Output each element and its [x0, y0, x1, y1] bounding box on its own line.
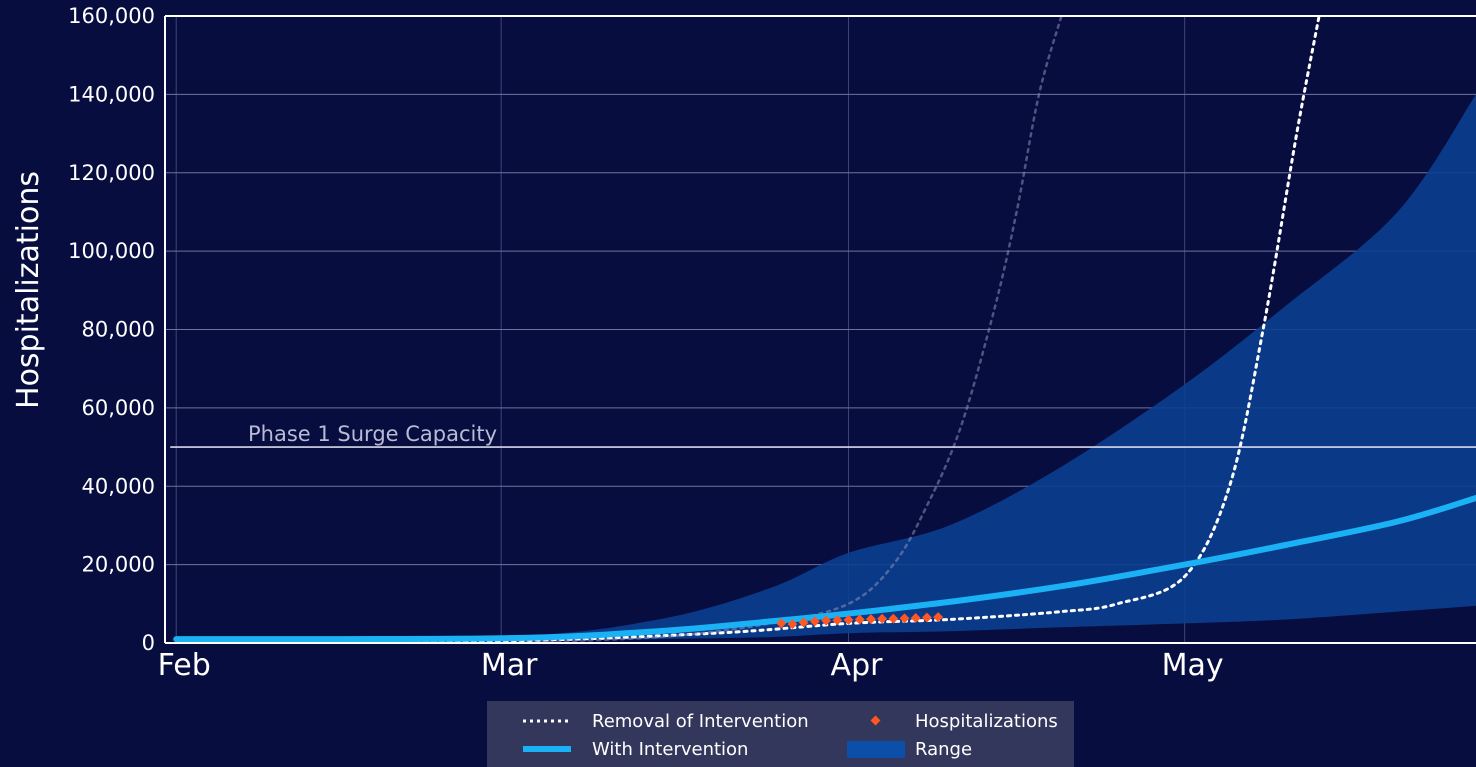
hospitalizations-point: [854, 614, 865, 625]
hospitalizations-point: [843, 614, 854, 625]
y-tick-label: 60,000: [82, 396, 155, 420]
x-tick-label-may: May: [1162, 648, 1224, 683]
legend-symbol-hospitalizations: [870, 715, 881, 726]
y-tick-label: 100,000: [68, 239, 155, 263]
plot-area: [173, 16, 1476, 643]
y-tick-label: 120,000: [68, 161, 155, 185]
series-range-band: [176, 94, 1476, 643]
x-tick-label-feb: Feb: [158, 648, 211, 683]
hospitalizations-point: [910, 612, 921, 623]
hospitalizations-point: [888, 613, 899, 624]
x-tick-label-apr: Apr: [831, 648, 884, 683]
y-tick-label: 0: [142, 631, 155, 655]
hospitalizations-point: [798, 617, 809, 628]
hospitalizations-point: [899, 613, 910, 624]
series-removal-of-intervention: [174, 16, 1321, 643]
y-tick-label: 20,000: [82, 553, 155, 577]
legend-label-with-intervention: With Intervention: [592, 739, 748, 760]
legend-label-range: Range: [915, 739, 972, 760]
x-tick-label-mar: Mar: [481, 648, 538, 683]
hospitalizations-point: [877, 613, 888, 624]
y-tick-label: 140,000: [68, 82, 155, 106]
hospitalizations-point: [865, 614, 876, 625]
legend-label-hospitalizations: Hospitalizations: [915, 711, 1058, 732]
legend-background: [487, 701, 1074, 767]
y-tick-label: 40,000: [82, 474, 155, 498]
y-axis-label: Hospitalizations: [11, 171, 46, 409]
y-tick-label: 160,000: [68, 4, 155, 28]
hospitalizations-point: [933, 612, 944, 623]
hospitalizations-point: [776, 618, 787, 629]
y-tick-label: 80,000: [82, 318, 155, 342]
hospitalizations-point: [832, 615, 843, 626]
hospitalizations-point: [787, 619, 798, 630]
series-faint-dotted-line: [499, 16, 1063, 643]
axes: 0 20,000 40,000 60,000 80,000 100,000 120,000 1…: [68, 4, 1476, 683]
legend: Removal of Intervention Hospitalizations…: [487, 701, 1074, 767]
legend-symbol-range: [847, 741, 905, 758]
legend-label-removal-of-intervention: Removal of Intervention: [592, 711, 809, 732]
series-with-intervention: [173, 495, 1476, 643]
reference-line-label: Phase 1 Surge Capacity: [248, 422, 497, 446]
